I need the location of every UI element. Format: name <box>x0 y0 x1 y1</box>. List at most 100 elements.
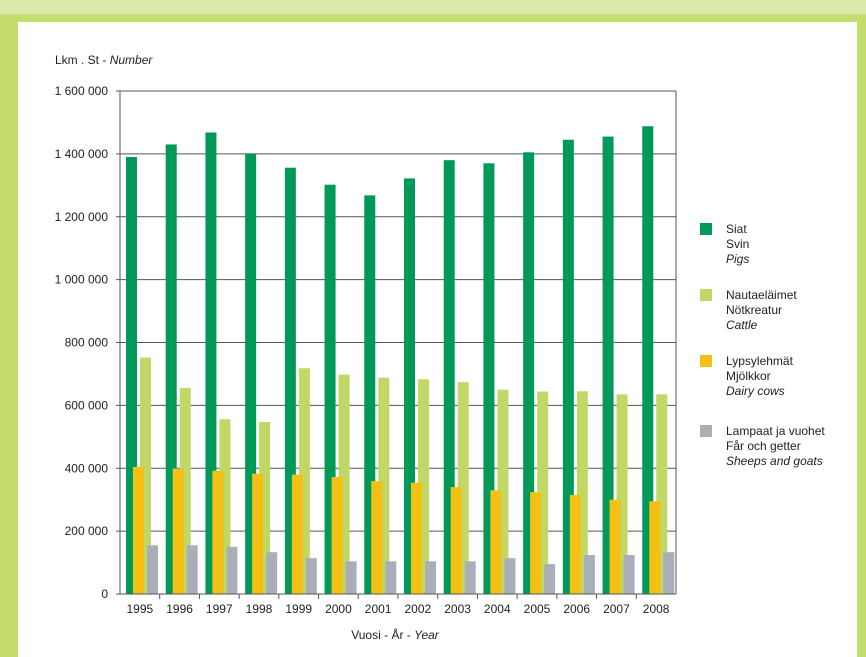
bar-sheeps-and-goats <box>544 564 556 594</box>
bar-cattle <box>576 391 588 594</box>
bar-pigs <box>324 184 336 594</box>
bar-sheeps-and-goats <box>147 545 158 594</box>
bar-sheeps-and-goats <box>266 552 278 594</box>
bar-cattle <box>338 374 350 594</box>
bar-dairy-cows <box>252 473 264 594</box>
bar-cattle <box>298 368 310 594</box>
y-tick-label: 600 000 <box>65 398 109 412</box>
bar-dairy-cows <box>133 466 144 594</box>
bar-sheeps-and-goats <box>226 546 238 594</box>
legend-label-english: Dairy cows <box>726 384 785 398</box>
bar-cattle <box>219 419 231 594</box>
grid-layer <box>120 90 676 532</box>
x-tick-label: 2000 <box>325 602 352 616</box>
legend-label-swedish: Nötkreatur <box>726 303 782 317</box>
x-tick-label: 1996 <box>166 602 193 616</box>
bar-pigs <box>245 153 257 594</box>
bar-pigs <box>642 126 654 595</box>
bar-cattle <box>616 394 628 594</box>
bar-cattle <box>497 389 509 594</box>
bars-layer <box>126 126 675 595</box>
top-band <box>0 0 866 14</box>
bar-pigs <box>404 178 415 595</box>
legend-label: Nautaeläimet <box>726 288 797 302</box>
y-axis-title-italic: Number <box>110 53 154 67</box>
bar-pigs <box>205 132 217 594</box>
bar-pigs <box>443 160 455 594</box>
x-tick-label: 1999 <box>285 602 312 616</box>
bar-pigs <box>523 152 535 594</box>
y-tick-label: 400 000 <box>65 461 109 475</box>
bar-dairy-cows <box>490 490 502 594</box>
x-tick-label: 1995 <box>127 602 154 616</box>
x-tick-label: 2002 <box>405 602 432 616</box>
x-tick-label: 1997 <box>206 602 233 616</box>
bar-cattle <box>418 379 429 594</box>
y-tick-label: 1 600 000 <box>55 84 109 98</box>
bar-sheeps-and-goats <box>305 558 317 594</box>
x-tick-label: 2001 <box>365 602 392 616</box>
legend-label-english: Pigs <box>726 252 749 266</box>
y-axis-title: Lkm . St - Number <box>55 53 153 67</box>
bar-dairy-cows <box>649 501 661 594</box>
bar-sheeps-and-goats <box>623 555 635 594</box>
legend-label: Lypsylehmät <box>726 354 794 368</box>
legend-label-english: Cattle <box>726 318 758 332</box>
bar-cattle <box>537 391 549 594</box>
y-tick-label: 1 000 000 <box>55 273 109 287</box>
bar-pigs <box>483 163 495 594</box>
x-tick-label: 2007 <box>603 602 630 616</box>
x-tick-label: 2008 <box>643 602 670 616</box>
bar-cattle <box>656 394 668 594</box>
x-axis-title-main: Vuosi - År - <box>351 627 414 642</box>
legend-label-swedish: Svin <box>726 237 749 251</box>
bar-dairy-cows <box>212 470 224 594</box>
legend-swatch <box>700 425 712 437</box>
bar-pigs <box>602 136 614 594</box>
legend-swatch <box>700 355 712 367</box>
bar-dairy-cows <box>569 494 581 594</box>
bar-dairy-cows <box>331 477 343 594</box>
bar-sheeps-and-goats <box>425 561 436 594</box>
y-tick-label: 800 000 <box>65 336 109 350</box>
bar-dairy-cows <box>411 482 422 594</box>
bar-cattle <box>179 388 191 594</box>
legend-swatch <box>700 223 712 235</box>
legend-label-swedish: Mjölkkor <box>726 369 771 383</box>
bar-sheeps-and-goats <box>504 558 516 594</box>
bar-cattle <box>140 357 151 594</box>
x-tick-label: 2006 <box>563 602 590 616</box>
y-axis-title-main: Lkm . St - <box>55 53 110 67</box>
x-tick-label: 2005 <box>524 602 551 616</box>
bar-cattle <box>259 422 271 594</box>
bar-sheeps-and-goats <box>186 545 198 594</box>
bar-sheeps-and-goats <box>663 552 675 594</box>
bar-cattle <box>457 382 469 594</box>
bar-pigs <box>284 167 296 594</box>
x-tick-label: 2003 <box>444 602 471 616</box>
bar-sheeps-and-goats <box>345 561 357 594</box>
bar-dairy-cows <box>172 468 184 594</box>
y-tick-label: 200 000 <box>65 524 109 538</box>
bar-pigs <box>165 144 177 594</box>
bar-dairy-cows <box>371 481 383 594</box>
bar-dairy-cows <box>291 474 303 594</box>
x-axis-title-italic: Year <box>414 628 440 642</box>
bar-dairy-cows <box>609 499 621 594</box>
legend-label-english: Sheeps and goats <box>726 454 823 468</box>
legend-label-swedish: Får och getter <box>726 439 801 453</box>
legend-label: Lampaat ja vuohet <box>726 424 825 438</box>
y-tick-label: 0 <box>101 587 108 601</box>
bar-pigs <box>562 139 574 594</box>
bar-pigs <box>364 195 376 594</box>
legend-label: Siat <box>726 222 747 236</box>
y-tick-label: 1 200 000 <box>55 210 109 224</box>
bar-pigs <box>126 157 137 595</box>
bar-sheeps-and-goats <box>583 555 595 594</box>
y-tick-label: 1 400 000 <box>55 147 109 161</box>
x-axis-title: Vuosi - År - Year <box>351 627 440 642</box>
axes-layer: 0 200 000 400 000 600 000 800 000 1 000 000 1 … <box>55 84 677 616</box>
